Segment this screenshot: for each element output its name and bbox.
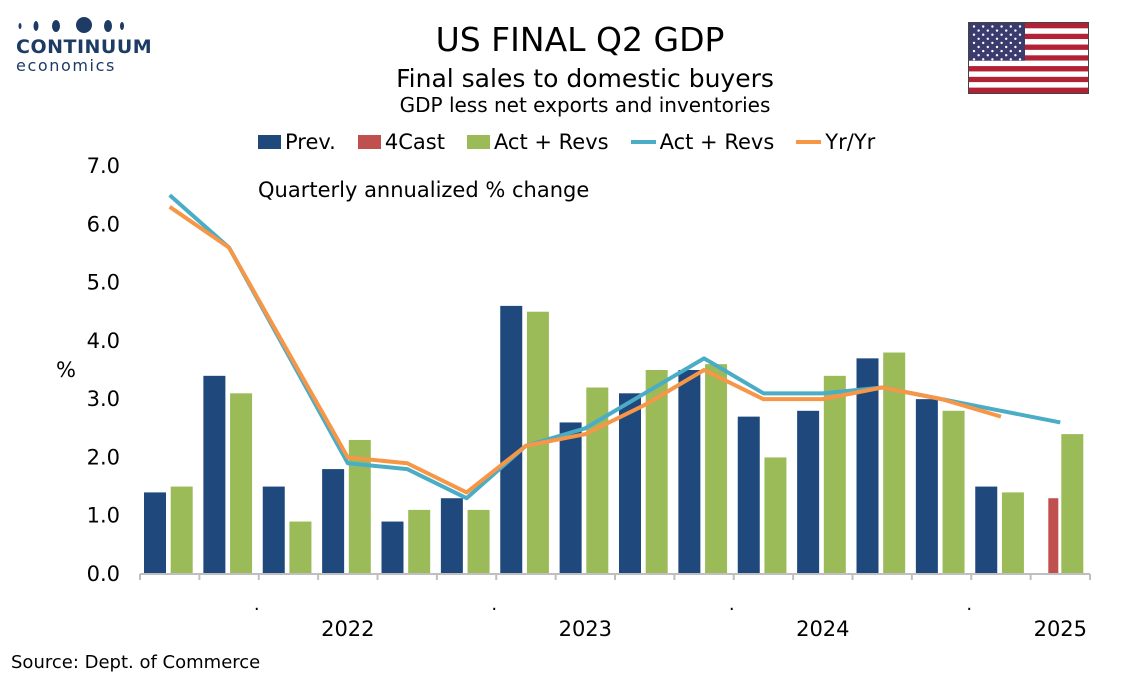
logo-dots-icon [16,16,128,40]
y-tick-label: 4.0 [87,329,120,353]
us-flag-icon [968,22,1089,98]
x-year-label: 2024 [796,617,849,641]
legend-label-act-bar: Act + Revs [493,130,609,154]
logo-name: CONTINUUM [16,36,153,58]
bar-prev [856,358,879,574]
legend-swatch-act-line [630,140,656,144]
y-tick-label: 5.0 [87,271,120,295]
legend: Prev. 4Cast Act + Revs Act + Revs Yr/Yr [258,130,897,154]
bar-act-revs [764,457,787,574]
legend-label-prev: Prev. [285,130,336,154]
y-tick-label: 7.0 [87,154,120,178]
bar-act-revs [705,364,728,574]
legend-swatch-yoy [796,140,822,144]
legend-swatch-prev [258,135,281,149]
bar-prev [440,498,463,574]
bar-prev [975,486,998,574]
bar-act-revs [170,486,193,574]
bar-act-revs [823,375,846,574]
legend-label-forecast: 4Cast [384,130,445,154]
legend-item-forecast: 4Cast [357,130,445,154]
bar-act-revs [230,393,253,574]
legend-label-yoy: Yr/Yr [825,130,876,154]
line-yr-yr [168,205,1002,495]
bar-forecast [1048,498,1059,574]
logo-subtitle: economics [16,56,116,75]
x-year-label: 2023 [559,617,612,641]
bar-act-revs [883,352,906,574]
x-axis-separator: . [966,594,972,615]
chart-title: US FINAL Q2 GDP [435,20,725,59]
legend-item-yoy: Yr/Yr [796,130,875,154]
bar-act-revs [348,439,371,574]
legend-label-act-line: Act + Revs [659,130,775,154]
legend-swatch-forecast [357,135,381,149]
chart-subtitle: Final sales to domestic buyers [396,64,774,93]
y-tick-label: 2.0 [87,445,120,469]
bar-act-revs [645,370,668,574]
bar-prev [737,416,760,574]
bar-act-revs [1061,434,1084,574]
x-axis-separator: . [729,594,735,615]
y-tick-label: 6.0 [87,212,120,236]
bar-prev [262,486,285,574]
bar-prev [797,410,820,574]
bar-prev [144,492,166,574]
bar-prev [619,393,641,574]
x-year-label: 2025 [1034,617,1087,641]
x-axis-separator: . [254,594,260,615]
bar-prev [500,305,523,574]
y-axis-label: % [56,358,76,382]
x-axis-separator: . [491,594,497,615]
legend-swatch-act-bar [466,135,490,149]
chart-note: Quarterly annualized % change [258,178,590,202]
bar-act-revs [942,410,965,574]
bar-act-revs [408,509,431,574]
y-tick-label: 1.0 [87,504,120,528]
chart-subtitle-secondary: GDP less net exports and inventories [399,93,771,117]
source-note: Source: Dept. of Commerce [11,652,261,673]
bar-act-revs [1001,492,1024,574]
bar-prev [915,399,938,574]
legend-item-act-bar: Act + Revs [466,130,609,154]
bar-prev [559,422,582,574]
bar-prev [322,469,345,574]
bar-prev [678,370,701,574]
legend-item-prev: Prev. [258,130,336,154]
bar-prev [203,375,226,574]
bar-act-revs [467,509,490,574]
y-tick-label: 3.0 [87,387,120,411]
bar-act-revs [586,387,609,574]
y-tick-label: 0.0 [87,562,120,586]
bar-act-revs [289,521,312,574]
bar-prev [381,521,404,574]
legend-item-act-line: Act + Revs [630,130,775,154]
x-year-label: 2022 [321,617,374,641]
